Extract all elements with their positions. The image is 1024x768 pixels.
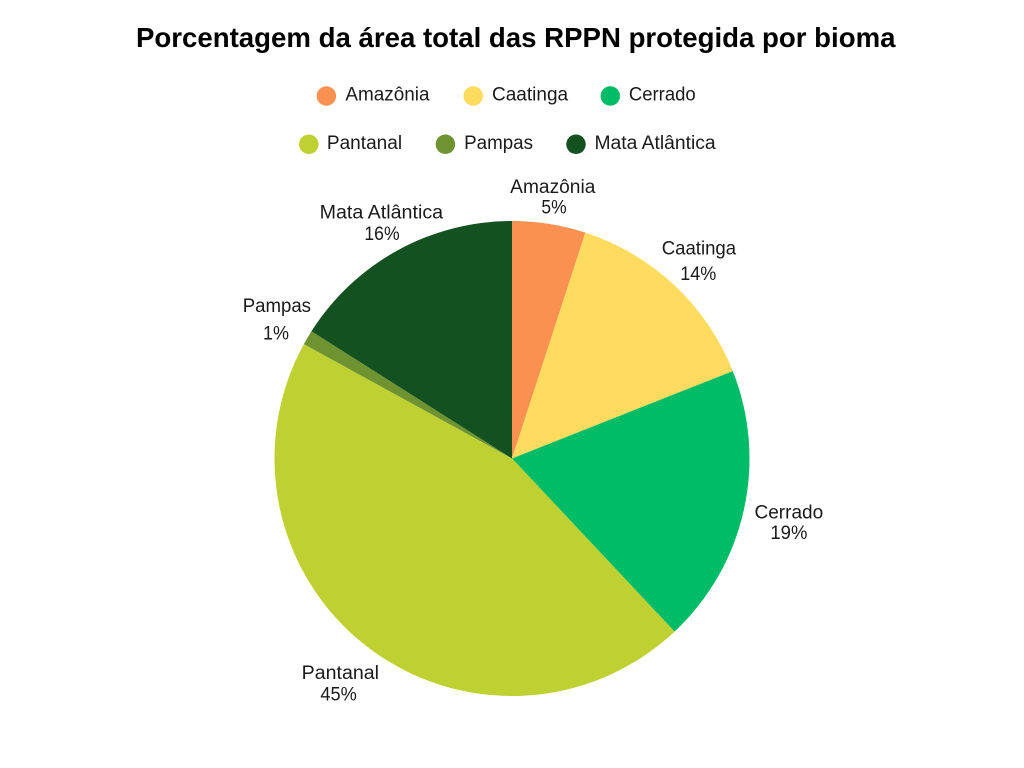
svg-text:Amazônia: Amazônia <box>510 177 596 198</box>
svg-text:Mata Atlântica: Mata Atlântica <box>320 202 444 223</box>
svg-text:Caatinga: Caatinga <box>492 85 569 106</box>
svg-text:Pampas: Pampas <box>464 133 533 154</box>
svg-text:45%: 45% <box>320 685 356 706</box>
svg-text:14%: 14% <box>680 264 716 285</box>
svg-text:Porcentagem da área total das: Porcentagem da área total das RPPN prote… <box>136 22 896 53</box>
svg-text:Cerrado: Cerrado <box>629 85 696 106</box>
svg-text:Pampas: Pampas <box>243 296 311 317</box>
svg-text:Pantanal: Pantanal <box>302 663 379 684</box>
svg-text:Caatinga: Caatinga <box>662 238 737 259</box>
svg-text:5%: 5% <box>541 198 566 219</box>
svg-text:Amazônia: Amazônia <box>345 85 430 106</box>
svg-text:16%: 16% <box>364 224 399 245</box>
svg-text:Mata Atlântica: Mata Atlântica <box>595 133 717 154</box>
svg-text:1%: 1% <box>263 323 289 344</box>
svg-text:19%: 19% <box>770 523 807 544</box>
svg-text:Cerrado: Cerrado <box>755 503 824 524</box>
svg-text:Pantanal: Pantanal <box>327 133 402 154</box>
